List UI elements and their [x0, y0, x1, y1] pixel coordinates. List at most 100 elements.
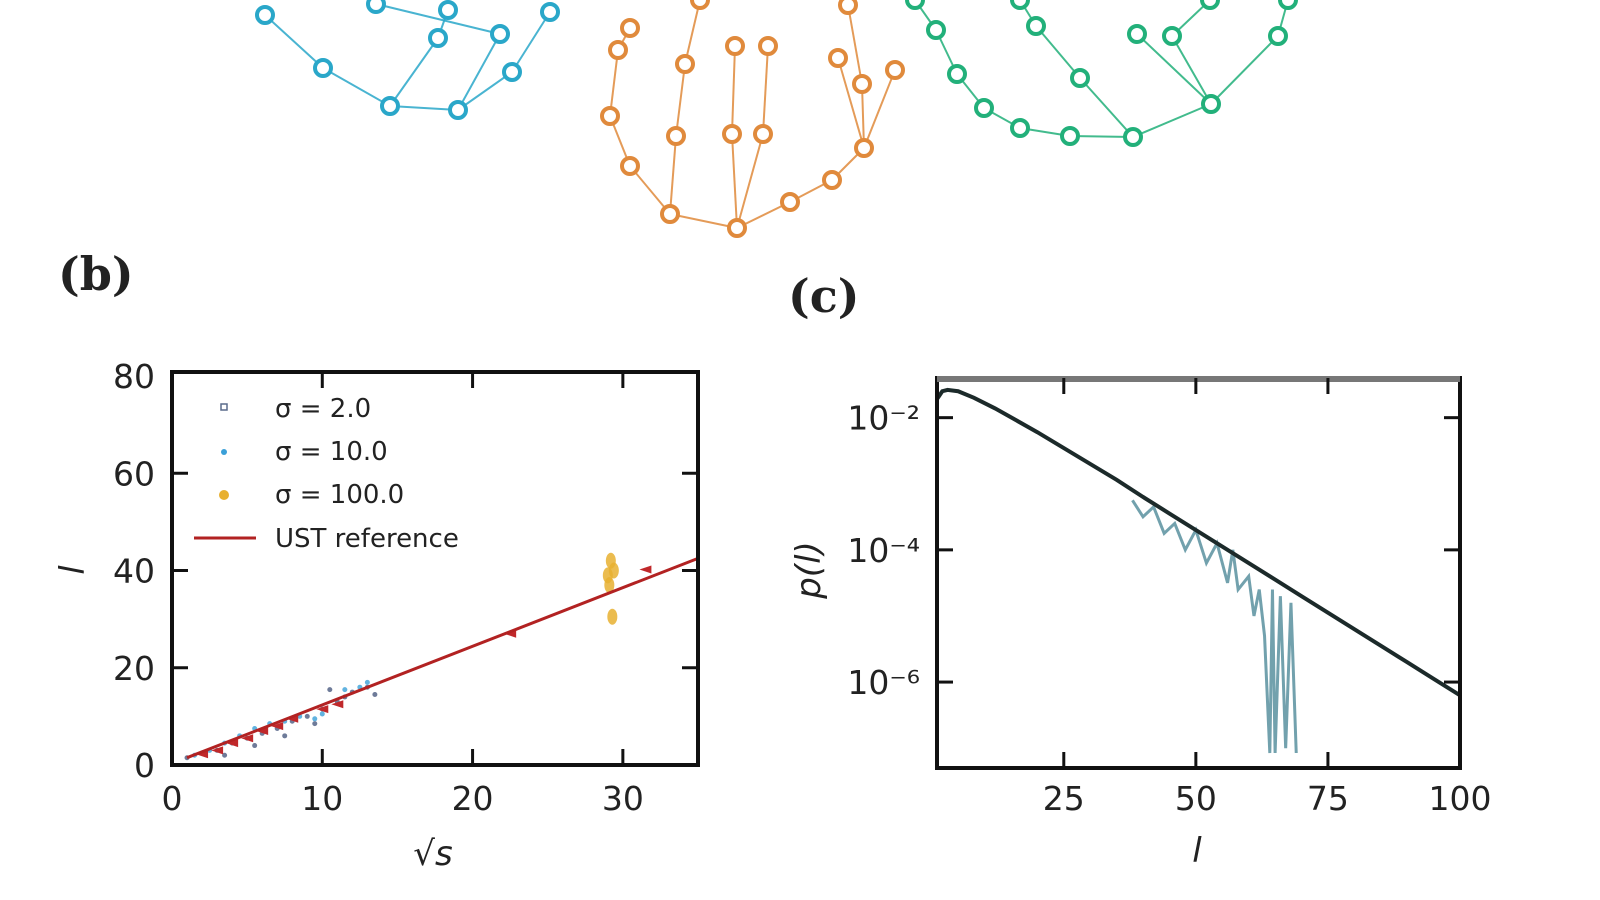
chart-c-marks — [935, 387, 1462, 754]
legend-label-ust-reference: UST reference — [275, 524, 459, 554]
blue-network-node — [313, 58, 333, 78]
green-network-edge — [1171, 35, 1212, 105]
data-point-sigma-2 — [222, 752, 228, 758]
blue-network-node — [255, 5, 275, 25]
orange-network-edge — [847, 4, 863, 85]
chart-c-ylabel: p(l) — [789, 541, 829, 600]
legend-marker-sigma-2 — [220, 403, 228, 411]
green-network-edge — [1079, 77, 1134, 138]
panel-a-network-diagram — [255, 0, 1298, 238]
green-network-node — [1201, 94, 1221, 114]
data-point-sigma-10 — [319, 711, 325, 717]
orange-network-node — [620, 18, 640, 38]
y-tick-label: 10⁻⁴ — [847, 531, 920, 570]
data-point-reference-marker — [316, 705, 329, 714]
green-network-node — [1123, 127, 1143, 147]
legend-label-sigma-2: σ = 2.0 — [275, 394, 371, 424]
x-tick-label: 0 — [162, 779, 183, 818]
orange-network-node — [838, 0, 858, 15]
x-tick-label: 75 — [1307, 779, 1349, 818]
y-tick-label: 60 — [113, 454, 155, 493]
data-point-sigma-10 — [342, 687, 348, 693]
panel-b-label: (b) — [58, 247, 134, 301]
chart-c-frame — [935, 376, 1462, 770]
blue-network-node — [490, 24, 510, 44]
chart-c-xlabel: l — [1192, 831, 1202, 871]
orange-network-node — [725, 36, 745, 56]
y-tick-label: 20 — [113, 649, 155, 688]
orange-network-edge — [736, 133, 764, 229]
green-network-node — [1268, 26, 1288, 46]
orange-network-node — [852, 74, 872, 94]
data-point-sigma-2 — [252, 743, 258, 749]
orange-network-edge — [629, 165, 671, 215]
legend-label-sigma-10: σ = 10.0 — [275, 437, 388, 467]
green-network-node — [926, 20, 946, 40]
blue-network-edge — [264, 14, 324, 69]
x-tick-label: 20 — [452, 779, 494, 818]
orange-network-node — [600, 106, 620, 126]
blue-network-node — [380, 96, 400, 116]
orange-network-edge — [684, 0, 701, 65]
data-point-reference-marker — [241, 734, 254, 743]
green-network-node — [947, 64, 967, 84]
blue-network-edge — [375, 3, 501, 35]
x-tick-label: 30 — [602, 779, 644, 818]
data-point-sigma-100 — [608, 562, 619, 579]
blue-network-node — [448, 100, 468, 120]
green-network-edge — [1136, 33, 1212, 105]
legend-marker-sigma-10 — [221, 449, 227, 455]
data-point-reference-marker — [211, 746, 224, 755]
chart-b-ylabel: l — [53, 565, 93, 575]
green-network-node — [1026, 16, 1046, 36]
orange-network-node — [690, 0, 710, 10]
green-network-node — [1162, 26, 1182, 46]
data-point-sigma-10 — [364, 679, 370, 685]
green-network-node — [1070, 68, 1090, 88]
green-network-node — [1200, 0, 1220, 10]
orange-network-node — [854, 138, 874, 158]
chart-b-marks — [184, 552, 699, 761]
data-point-reference-marker — [271, 722, 284, 731]
green-network-node — [1010, 0, 1030, 10]
data-point-sigma-10 — [312, 716, 318, 722]
green-network-edge — [1069, 135, 1134, 138]
blue-network-node — [366, 0, 386, 14]
orange-network-edge — [861, 83, 865, 149]
y-tick-label: 10⁻² — [847, 399, 920, 438]
blue-network-node — [540, 2, 560, 22]
orange-network-edge — [762, 45, 769, 135]
orange-network-node — [722, 124, 742, 144]
y-tick-label: 80 — [113, 357, 155, 396]
chart-b-xlabel: √s — [413, 834, 452, 874]
orange-network-edge — [669, 135, 677, 215]
data-point-reference-marker — [639, 565, 652, 574]
chart-b: 0 10 20 30 0 20 40 60 80 σ = 2.0 σ = 10.0 σ = 10… — [53, 357, 700, 874]
blue-network-edge — [457, 71, 513, 111]
green-network-node — [905, 0, 925, 10]
orange-network-node — [885, 60, 905, 80]
orange-network-edge — [837, 57, 865, 149]
orange-network-node — [758, 36, 778, 56]
orange-network-node — [753, 124, 773, 144]
blue-network-edge — [389, 37, 439, 107]
chart-c-ticks: 25 50 75 100 10⁻² 10⁻⁴ 10⁻⁶ — [847, 378, 1492, 818]
data-point-reference-marker — [196, 750, 209, 759]
green-network-node — [1010, 118, 1030, 138]
x-tick-label: 100 — [1429, 779, 1492, 818]
legend-label-sigma-100: σ = 100.0 — [275, 480, 404, 510]
data-point-sigma-2 — [372, 691, 378, 697]
blue-network-node — [438, 0, 458, 20]
orange-network-edge — [609, 49, 619, 117]
x-tick-label: 50 — [1175, 779, 1217, 818]
data-point-sigma-2 — [327, 687, 333, 693]
orange-network-edge — [863, 69, 896, 149]
x-tick-label: 10 — [301, 779, 343, 818]
green-network-node — [1060, 126, 1080, 146]
orange-network-node — [727, 218, 747, 238]
theory-series-line — [935, 387, 1462, 697]
chart-b-legend: σ = 2.0 σ = 10.0 σ = 100.0 UST reference — [194, 394, 459, 554]
blue-network-edge — [511, 11, 551, 73]
orange-network-node — [675, 54, 695, 74]
